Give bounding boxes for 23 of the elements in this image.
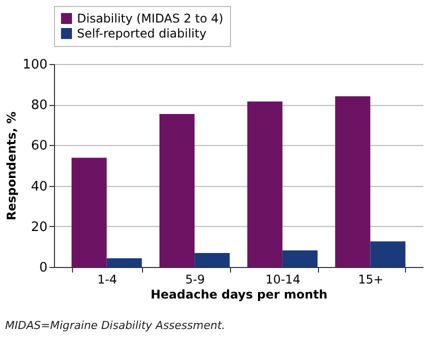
y-tick-label: 60 [30,138,48,154]
x-tick-label: 5-9 [185,272,205,286]
bar [335,96,370,267]
bar [247,102,282,267]
bar [282,250,318,267]
x-axis-title: Headache days per month [150,288,328,302]
legend-label: Disability (MIDAS 2 to 4) [77,12,224,26]
y-axis-title: Respondents, % [4,112,19,220]
legend-label: Self-reported diability [77,26,206,40]
y-tick-label: 20 [30,220,48,235]
x-tick-label: 10-14 [265,272,300,286]
y-tick-label: 80 [30,98,48,114]
y-tick-label: 0 [39,260,48,276]
bar [106,258,142,267]
bar [194,252,230,267]
text: MIDAS=Migraine Disability Assessment. [5,319,226,332]
y-tick-label: 100 [22,58,48,72]
bar [370,241,406,267]
y-tick-label: 40 [30,179,48,194]
bar [72,158,107,267]
x-tick-label: 1-4 [97,272,118,286]
x-tick-label: 15+ [358,272,384,286]
bar [159,114,195,267]
